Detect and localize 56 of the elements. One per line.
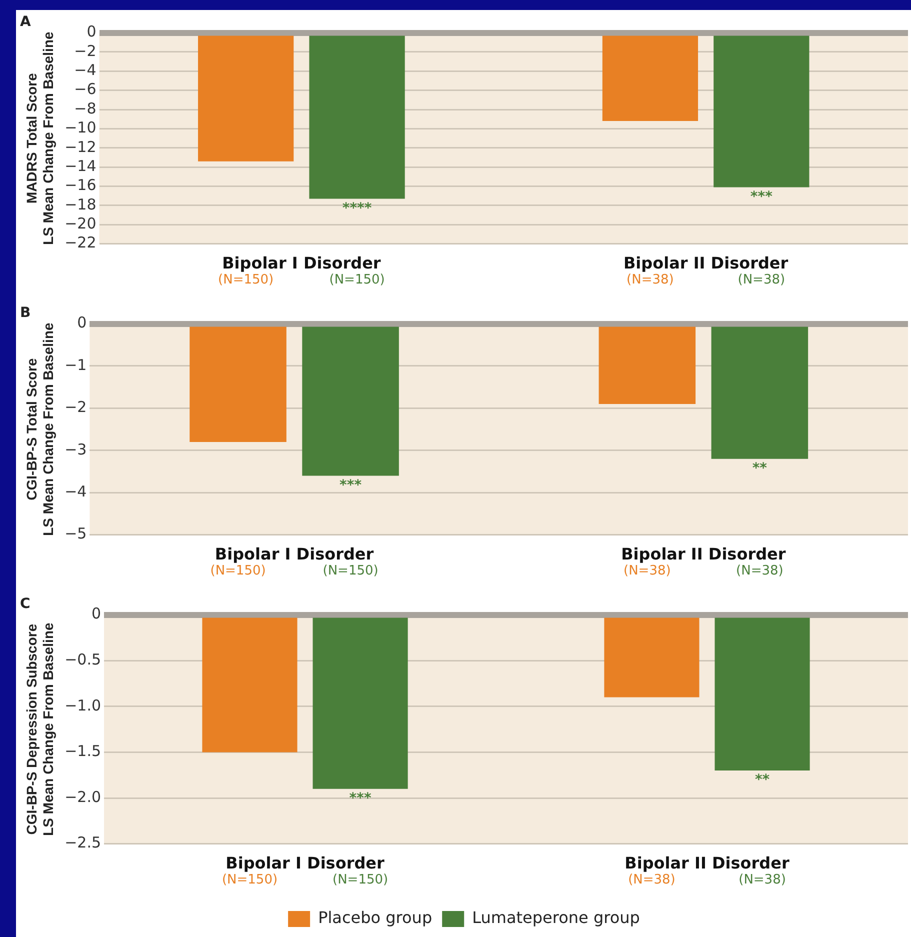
text: (N=38)	[738, 872, 786, 888]
chart-title: B	[20, 305, 31, 322]
y-tick-label: −16	[64, 176, 96, 194]
annotation: **	[752, 460, 768, 476]
y-tick-label: −2	[64, 398, 87, 416]
y-tick-label: −4	[74, 61, 96, 80]
y-tick-label: −2	[74, 42, 96, 60]
y-tick-label: −20	[64, 214, 96, 233]
text: (N=150)	[332, 872, 388, 888]
text: (N=150)	[222, 872, 278, 888]
annotation: ***	[750, 188, 774, 205]
y-axis-title: CGI-BP-S Depression Subscore LS Mean Change From Baseline	[23, 622, 56, 836]
y-tick-label: −10	[64, 118, 96, 137]
y-tick-label: 0	[91, 604, 102, 623]
y-tick-label: −1	[64, 356, 87, 374]
y-tick-label: −1.5	[64, 742, 102, 760]
y-tick-label: −22	[64, 234, 96, 252]
x-tick-label: Bipolar I Disorder	[214, 544, 374, 564]
text: (N=38)	[738, 272, 786, 288]
text: (N=150)	[218, 272, 274, 288]
annotation: **	[754, 772, 770, 788]
chart-title: C	[20, 596, 30, 612]
y-tick-label: −3	[64, 440, 87, 458]
text: (N=38)	[626, 272, 674, 288]
chart-title: A	[20, 14, 31, 30]
text: (N=150)	[322, 564, 378, 579]
legend-label: Placebo group	[318, 908, 432, 928]
legend-label: Lumateperone group	[472, 908, 640, 928]
y-tick-label: 0	[77, 314, 87, 332]
y-tick-label: −4	[64, 482, 87, 500]
x-tick-label: Bipolar I Disorder	[222, 254, 381, 273]
text: (N=38)	[628, 872, 676, 888]
y-tick-label: −5	[64, 524, 87, 543]
y-axis-title: CGI-BP-S Total Score LS Mean Change From Baseline	[23, 322, 56, 536]
y-tick-label: −1.0	[64, 696, 102, 714]
x-tick-label: Bipolar II Disorder	[623, 254, 788, 273]
y-tick-label: −2.0	[64, 788, 102, 806]
y-tick-label: −14	[64, 156, 96, 175]
text: (N=150)	[210, 564, 266, 579]
y-tick-label: −0.5	[64, 650, 102, 668]
text: (N=38)	[736, 564, 784, 579]
annotation: ****	[342, 200, 372, 216]
text: (N=38)	[624, 564, 671, 579]
y-axis-title: MADRS Total Score LS Mean Change From Baseline	[23, 32, 56, 245]
x-tick-label: Bipolar II Disorder	[621, 544, 786, 564]
annotation: ***	[340, 477, 362, 494]
text: (N=150)	[329, 272, 385, 288]
y-tick-label: 0	[86, 22, 96, 41]
y-tick-label: −8	[74, 99, 96, 118]
y-tick-label: −6	[74, 80, 96, 98]
y-tick-label: −18	[64, 195, 96, 214]
x-tick-label: Bipolar II Disorder	[624, 854, 790, 873]
annotation: ***	[349, 790, 372, 806]
x-tick-label: Bipolar I Disorder	[226, 854, 384, 873]
y-tick-label: −2.5	[64, 834, 102, 852]
y-tick-label: −12	[64, 138, 96, 156]
